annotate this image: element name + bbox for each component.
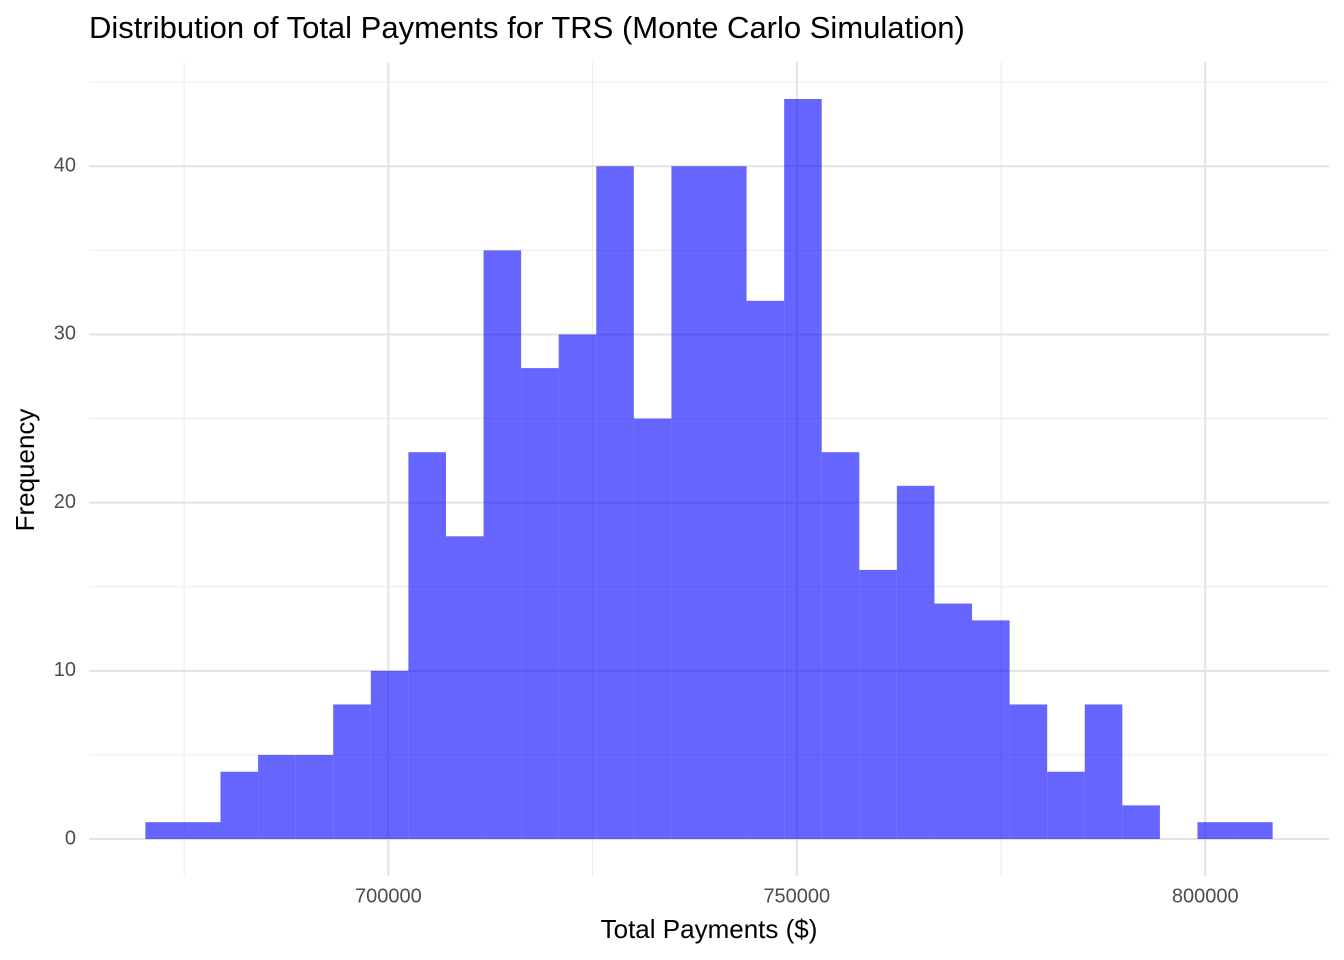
bar: [633, 418, 672, 839]
y-tick-label: 20: [54, 491, 76, 513]
bar: [671, 166, 709, 840]
y-axis-label: Frequency: [10, 409, 40, 532]
y-tick-label: 0: [65, 827, 76, 849]
x-tick-label: 750000: [763, 885, 830, 907]
bar: [784, 99, 822, 839]
bar: [1122, 805, 1160, 839]
bar: [370, 670, 409, 839]
bar: [1084, 704, 1123, 839]
bar: [709, 166, 747, 840]
bar: [934, 603, 973, 839]
y-tick-label: 40: [54, 155, 76, 177]
bar: [896, 485, 935, 839]
x-axis-label: Total Payments ($): [601, 914, 818, 944]
bar: [483, 250, 522, 839]
bar: [972, 620, 1010, 839]
chart-title: Distribution of Total Payments for TRS (…: [89, 10, 965, 45]
bar: [145, 822, 183, 839]
bar: [258, 754, 296, 839]
x-tick-label: 700000: [355, 885, 422, 907]
bar: [445, 536, 484, 839]
bar: [220, 771, 259, 839]
bar: [596, 166, 634, 840]
bar: [859, 569, 897, 839]
bar: [1047, 771, 1085, 839]
bar: [295, 754, 334, 839]
bar: [1235, 822, 1273, 839]
bar: [558, 334, 597, 839]
x-tick-label: 800000: [1172, 885, 1239, 907]
bar: [1009, 704, 1048, 839]
bar: [408, 452, 446, 839]
y-tick-label: 30: [54, 323, 76, 345]
bar: [333, 704, 371, 839]
y-tick-label: 10: [54, 659, 76, 681]
bar: [746, 300, 785, 839]
bar: [821, 452, 860, 839]
bar: [1197, 822, 1236, 839]
bar: [182, 822, 221, 839]
bar: [521, 368, 559, 839]
